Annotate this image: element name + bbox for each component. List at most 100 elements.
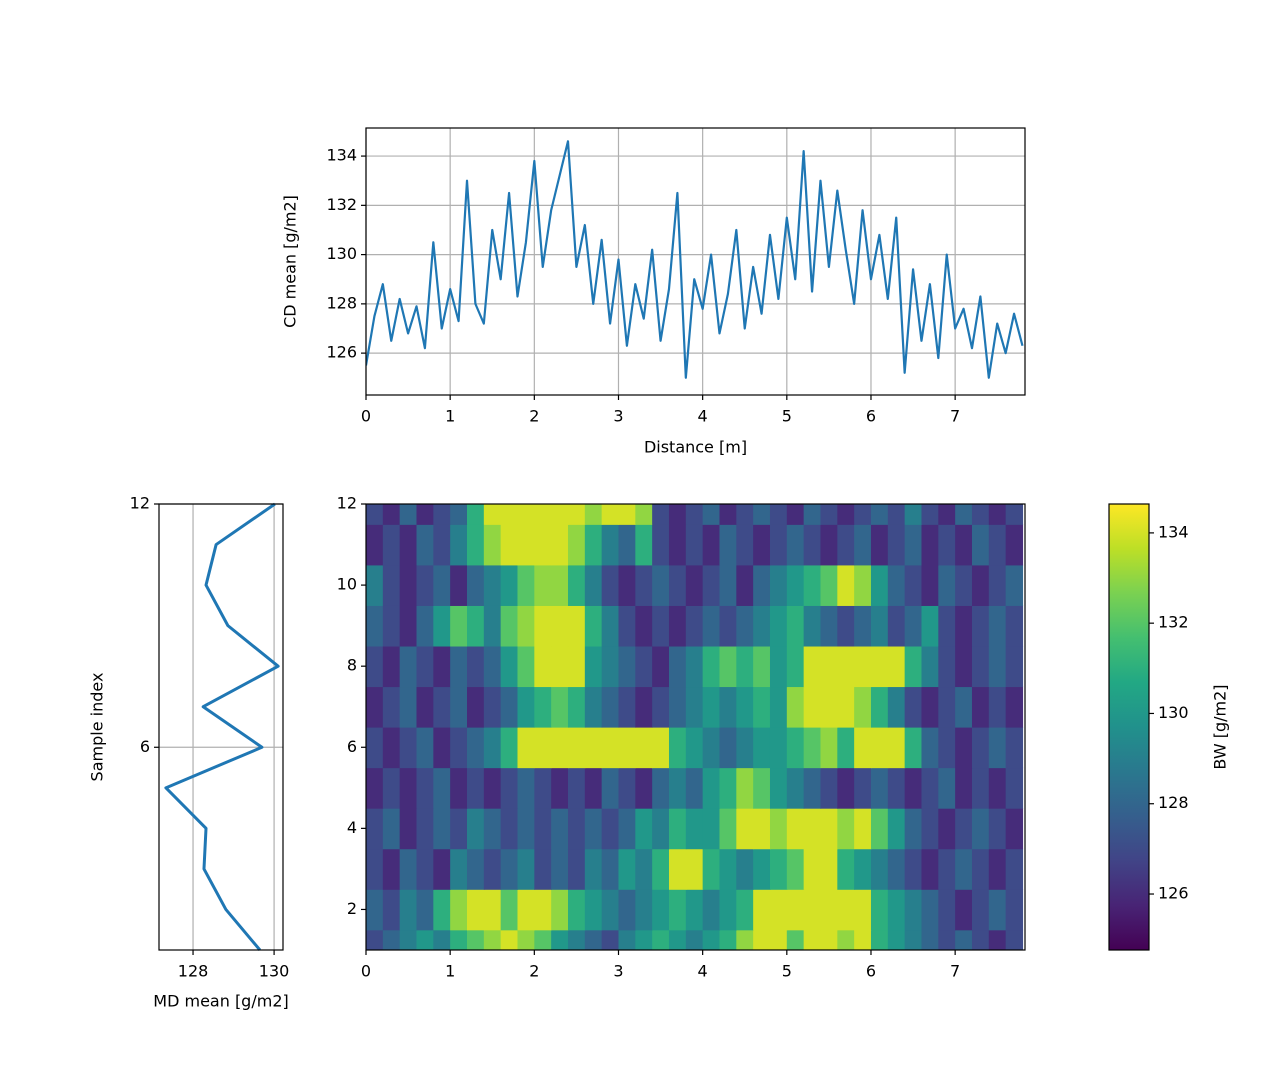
heatmap-cell (466, 504, 485, 525)
heatmap-cell (786, 929, 805, 950)
axes-frame (365, 127, 1026, 396)
heatmap-cell (753, 808, 771, 850)
heatmap-cell (483, 605, 502, 647)
heatmap-cell (719, 605, 737, 647)
heatmap-cell (702, 524, 721, 566)
heatmap-cell (719, 848, 737, 890)
heatmap-cell (551, 564, 569, 606)
heatmap-cell (719, 929, 737, 950)
heatmap-cell (870, 848, 889, 890)
heatmap-cell (753, 524, 771, 566)
heatmap-cell (938, 727, 956, 769)
heatmap-cell (517, 686, 535, 728)
heatmap-cell (820, 686, 838, 728)
heatmap-cell (870, 524, 889, 566)
heatmap-cell (887, 524, 906, 566)
heatmap-cell (938, 524, 956, 566)
heatmap-cell (685, 889, 704, 931)
heatmap-cell (904, 524, 923, 566)
heatmap-cell (685, 848, 704, 890)
heatmap-cell (971, 889, 990, 931)
axes-frame (158, 503, 284, 951)
heatmap-cell (1005, 686, 1024, 728)
heatmap-cell (500, 645, 519, 688)
colorbar-tick-label: 130 (1158, 703, 1189, 722)
heatmap-cell (366, 727, 384, 769)
heatmap-cell (366, 564, 384, 606)
heatmap-cell (551, 929, 569, 950)
heatmap-cell (702, 564, 721, 606)
heatmap-cell (753, 645, 771, 688)
heatmap-cell (870, 727, 889, 769)
heatmap-cell (618, 524, 636, 566)
heatmap-cell (921, 889, 939, 931)
x-tick-label: 4 (698, 407, 708, 426)
heatmap-cell (803, 686, 822, 728)
heatmap-cell (719, 767, 737, 809)
heatmap-cell (366, 524, 384, 566)
heatmap-cell (584, 727, 603, 769)
heatmap-cell (1005, 645, 1024, 688)
x-axis-label: Distance [m] (644, 438, 747, 457)
heatmap-cell (702, 767, 721, 809)
heatmap-cell (904, 645, 923, 688)
heatmap-cell (786, 686, 805, 728)
heatmap-cell (854, 686, 872, 728)
heatmap-cell (685, 686, 704, 728)
heatmap-cell (1005, 524, 1024, 566)
heatmap-cell (584, 504, 603, 525)
heatmap-cell (366, 504, 384, 525)
heatmap-cell (517, 645, 535, 688)
heatmap-cell (601, 686, 620, 728)
heatmap-cell (433, 686, 451, 728)
heatmap-cell (534, 564, 552, 606)
heatmap-cell (433, 848, 451, 890)
heatmap-cell (382, 686, 401, 728)
heatmap-cell (567, 605, 586, 647)
heatmap-cell (618, 645, 636, 688)
heatmap-cell (769, 645, 788, 688)
heatmap-cell (769, 889, 788, 931)
heatmap-cell (668, 564, 687, 606)
heatmap-cell (668, 767, 687, 809)
heatmap-cell (416, 504, 434, 525)
heatmap-cell (769, 504, 788, 525)
heatmap-cell (500, 808, 519, 850)
heatmap-cell (466, 808, 485, 850)
heatmap-cell (921, 686, 939, 728)
colorbar-tick-label: 134 (1158, 522, 1189, 541)
heatmap-cell (887, 686, 906, 728)
heatmap-cell (601, 727, 620, 769)
heatmap-cell (736, 605, 754, 647)
data-line (366, 140, 1024, 379)
heatmap-cell (988, 848, 1007, 890)
x-tick-label: 4 (698, 962, 708, 981)
heatmap-cell (500, 564, 519, 606)
heatmap-cell (652, 767, 670, 809)
heatmap-cell (854, 605, 872, 647)
heatmap-cell (618, 848, 636, 890)
heatmap-cell (955, 686, 973, 728)
heatmap-cell (601, 929, 620, 950)
heatmap-cell (904, 605, 923, 647)
x-tick-label: 5 (782, 407, 792, 426)
heatmap-cell (500, 929, 519, 950)
heatmap-cell (399, 727, 418, 769)
heatmap-cell (517, 524, 535, 566)
heatmap-cell (382, 727, 401, 769)
heatmap-cell (584, 767, 603, 809)
heatmap-cell (567, 929, 586, 950)
heatmap-cell (567, 524, 586, 566)
heatmap-cell (837, 524, 855, 566)
heatmap-cell (567, 727, 586, 769)
x-tick-label: 3 (613, 962, 623, 981)
heatmap-cell (618, 605, 636, 647)
heatmap-cell (736, 564, 754, 606)
heatmap-cell (1005, 605, 1024, 647)
heatmap-cell (668, 929, 687, 950)
heatmap-cell (803, 504, 822, 525)
heatmap-cell (517, 889, 535, 931)
heatmap-cell (988, 889, 1007, 931)
heatmap-cell (567, 767, 586, 809)
heatmap-cell (652, 504, 670, 525)
